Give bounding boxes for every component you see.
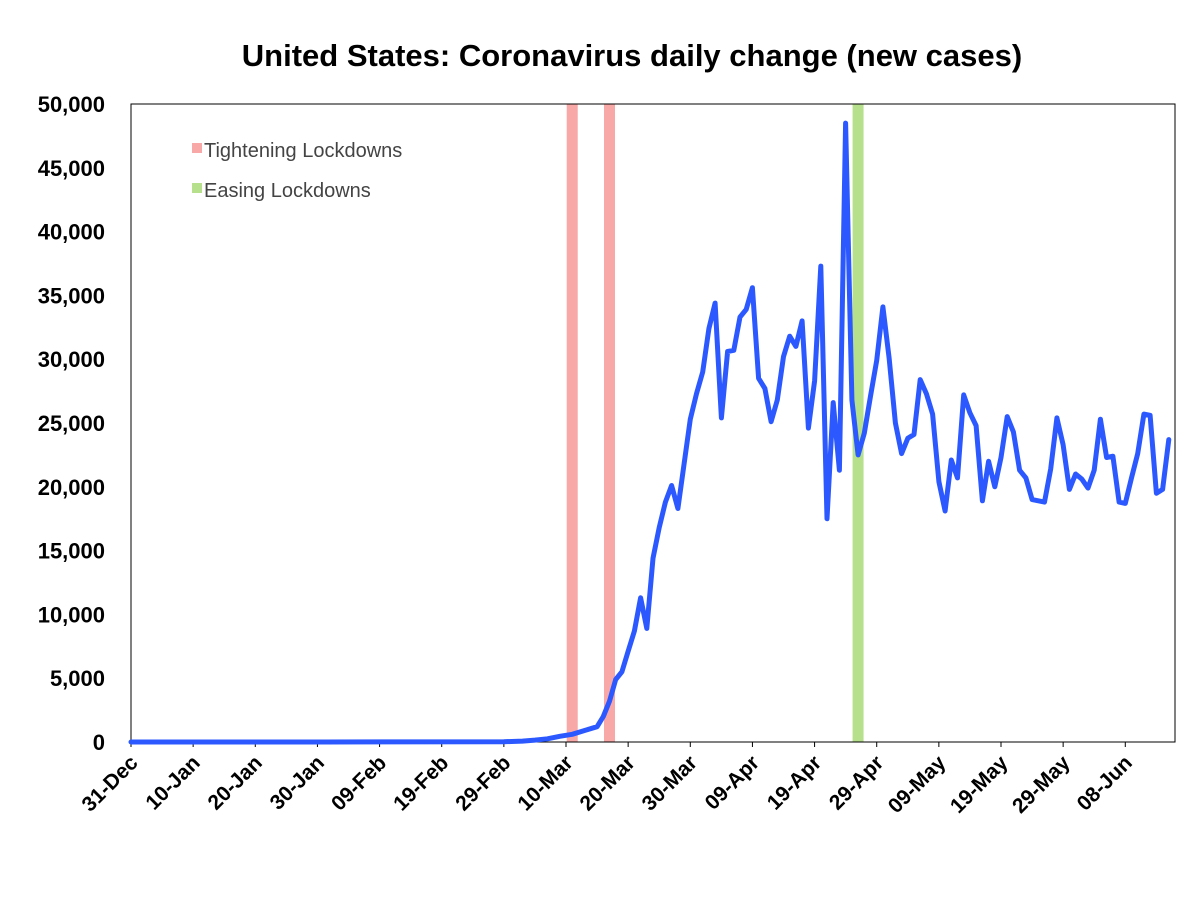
x-tick-label: 09-May: [884, 751, 951, 818]
x-tick-label: 08-Jun: [1073, 751, 1137, 815]
tightening-lockdown-marker: [604, 104, 615, 742]
x-tick-label: 31-Dec: [78, 751, 143, 816]
y-tick-label: 30,000: [38, 347, 105, 372]
x-tick-label: 09-Apr: [701, 751, 764, 814]
easing-lockdown-marker: [852, 104, 864, 742]
x-tick-label: 09-Feb: [327, 751, 391, 815]
series-line-new-cases: [128, 120, 1172, 745]
x-tick-label: 30-Jan: [266, 751, 329, 814]
x-tick-label: 30-Mar: [638, 751, 702, 815]
series-layer: [128, 120, 1172, 745]
y-tick-label: 5,000: [50, 666, 105, 691]
y-tick-label: 15,000: [38, 539, 105, 564]
plot-frame: [130, 103, 1176, 743]
legend-label: Easing Lockdowns: [204, 180, 371, 202]
y-tick-label: 45,000: [38, 156, 105, 181]
tightening-lockdown-marker: [566, 104, 578, 742]
x-axis-ticks: 31-Dec10-Jan20-Jan30-Jan09-Feb19-Feb29-F…: [78, 742, 1137, 818]
x-tick-label: 19-Feb: [389, 751, 453, 815]
x-tick-label: 10-Jan: [141, 751, 204, 814]
x-tick-label: 19-May: [946, 751, 1013, 818]
x-tick-label: 19-Apr: [763, 751, 826, 814]
lockdown-markers: [566, 104, 864, 742]
x-tick-label: 20-Jan: [204, 751, 267, 814]
x-tick-label: 29-Apr: [825, 751, 888, 814]
y-tick-label: 0: [93, 730, 105, 755]
x-tick-label: 29-Feb: [451, 751, 515, 815]
chart-title: United States: Coronavirus daily change …: [241, 38, 1023, 73]
y-axis-ticks: 0 5,000 10,000 15,000 20,000 25,000 30,000 35,0…: [38, 92, 105, 755]
x-tick-label: 29-May: [1008, 751, 1075, 818]
y-tick-label: 50,000: [38, 92, 105, 117]
legend-label: Tightening Lockdowns: [204, 140, 402, 162]
y-tick-label: 20,000: [38, 475, 105, 500]
x-tick-label: 10-Mar: [513, 751, 577, 815]
legend-swatch: [192, 183, 202, 193]
y-tick-label: 25,000: [38, 411, 105, 436]
legend-swatch: [192, 143, 202, 153]
plot-area-border: [130, 103, 1176, 743]
x-tick-label: 20-Mar: [576, 751, 640, 815]
y-tick-label: 10,000: [38, 602, 105, 627]
y-tick-label: 35,000: [38, 283, 105, 308]
y-tick-label: 40,000: [38, 220, 105, 245]
legend: Tightening Lockdowns Easing Lockdowns: [192, 140, 402, 202]
